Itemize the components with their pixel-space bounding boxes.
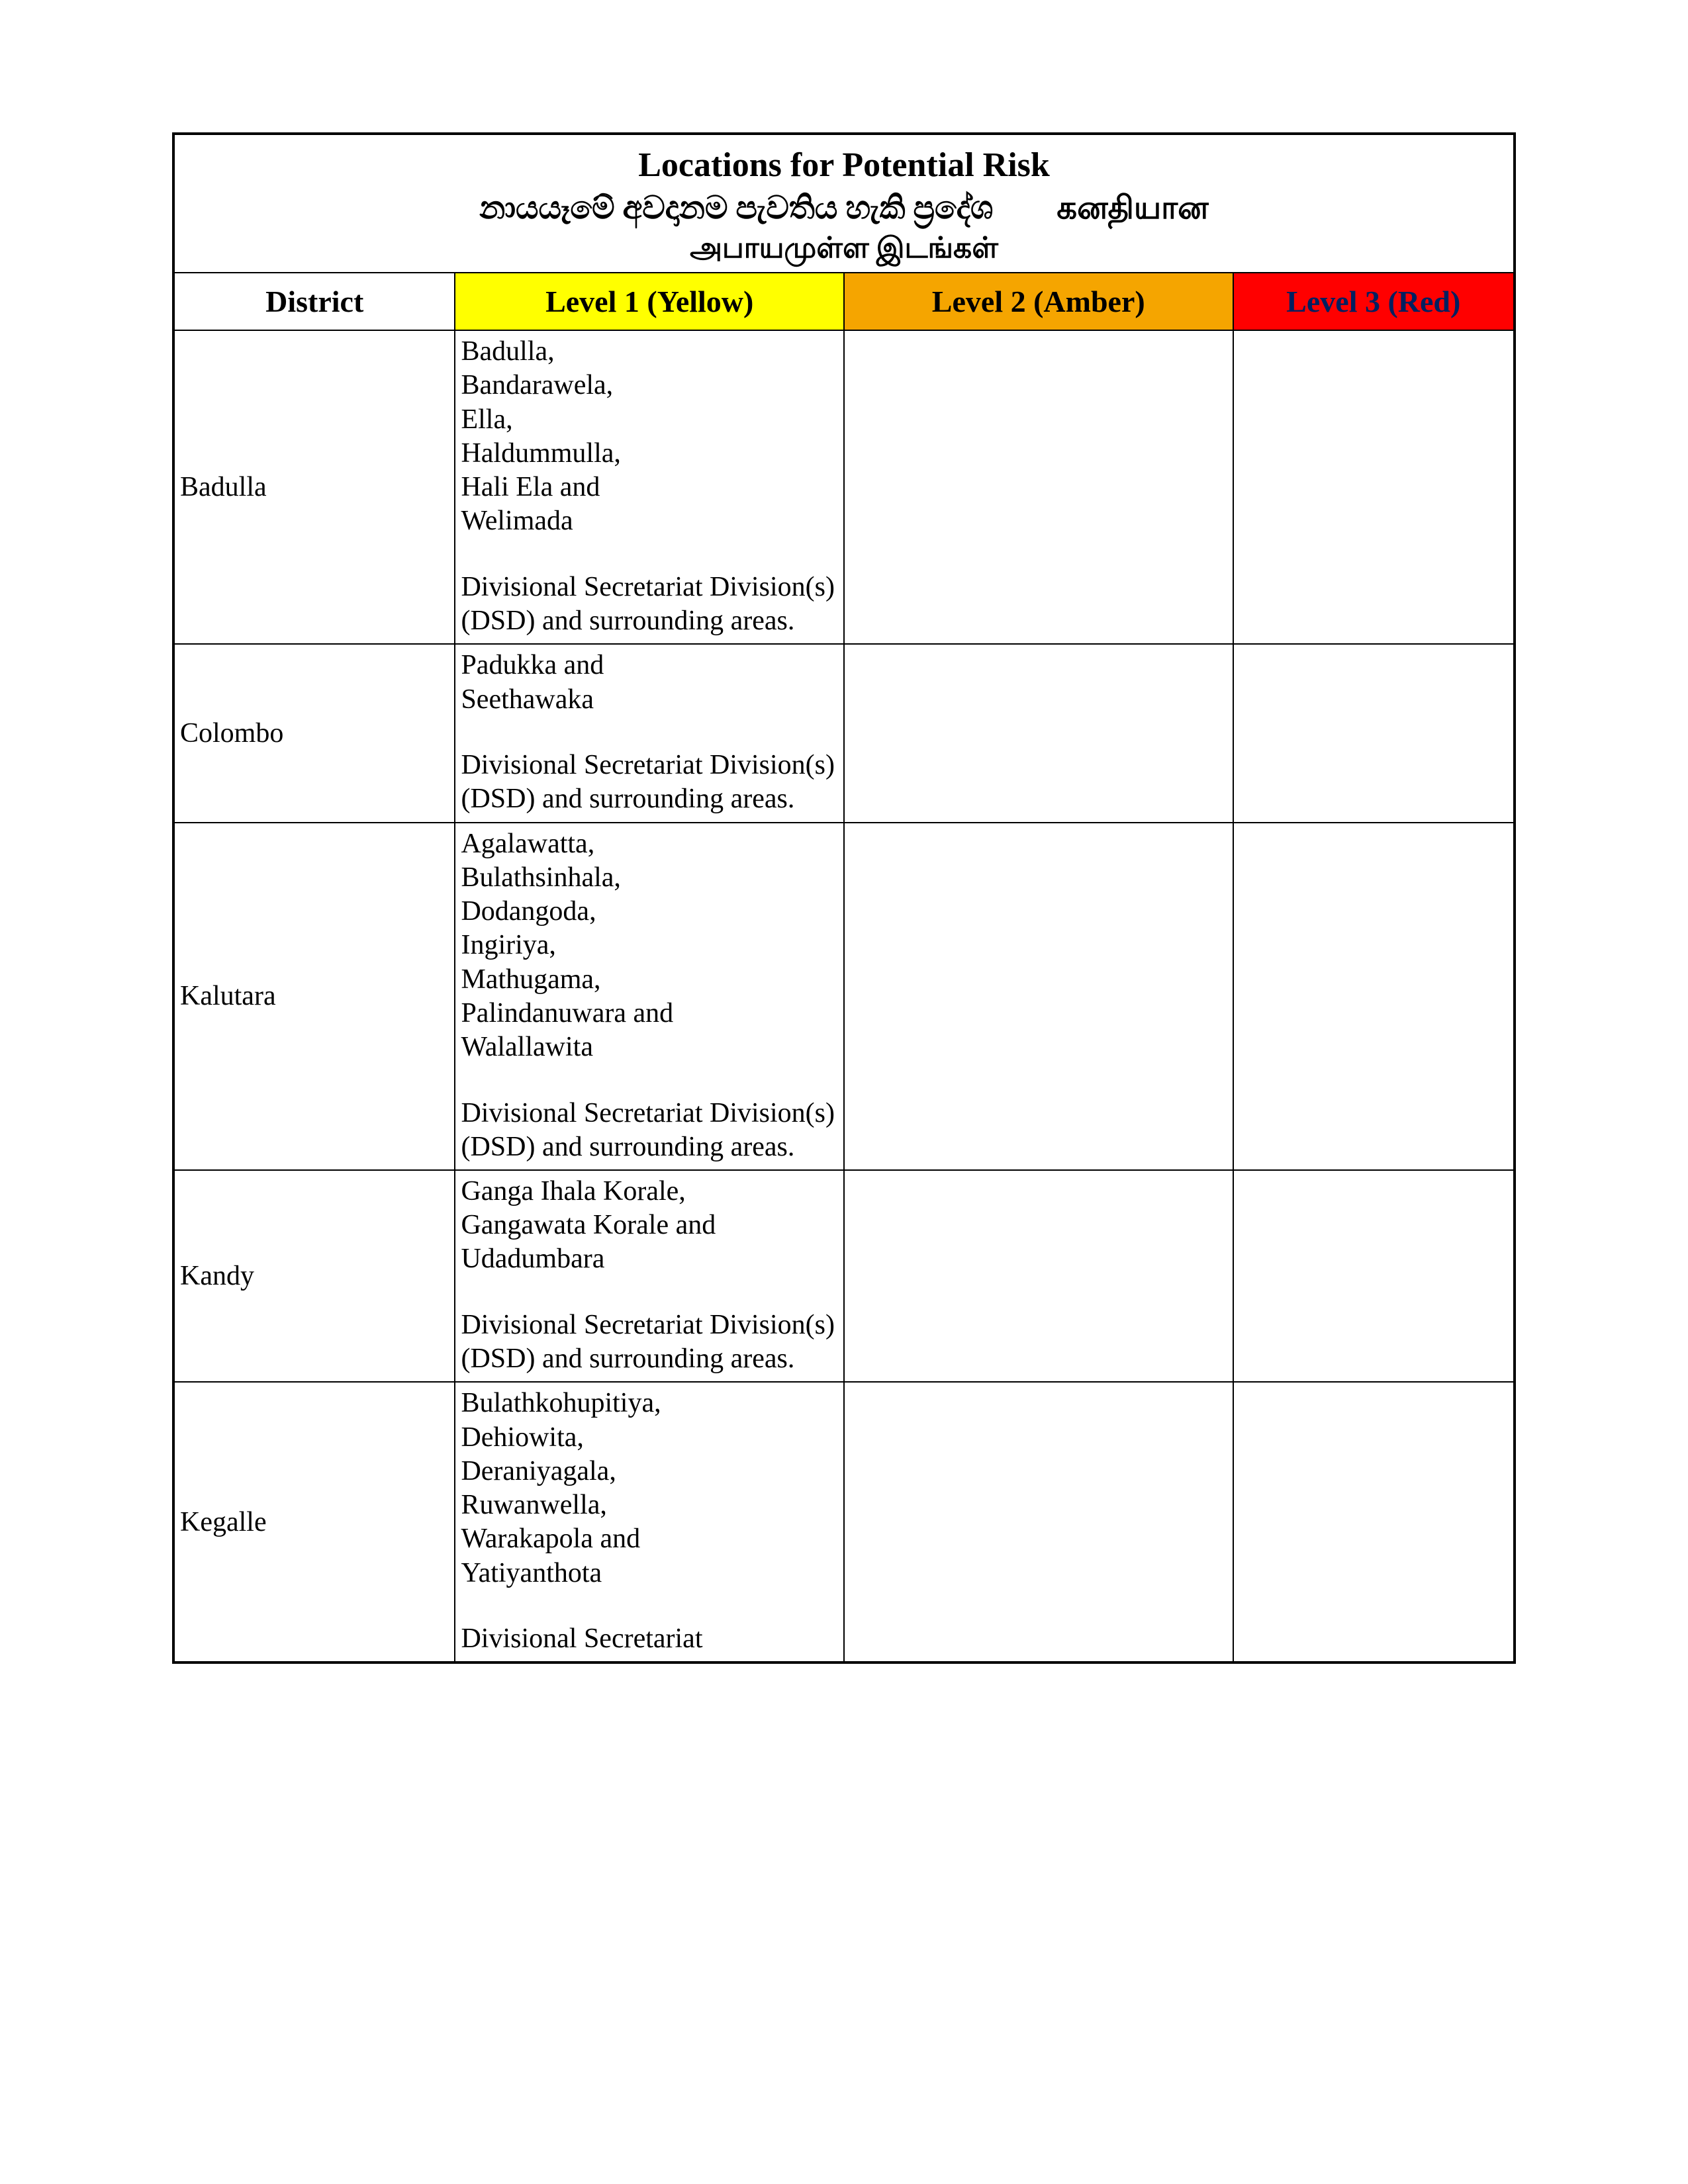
title-line-3: அபாயமுள்ள இடங்கள் [180, 229, 1508, 267]
level1-locations: Badulla, Bandarawela, Ella, Haldummulla,… [461, 335, 838, 538]
table-title-cell: Locations for Potential Risk නායයෑමේ අවද… [173, 134, 1515, 273]
level1-dsd-note: Divisional Secretariat Division(s) (DSD)… [461, 570, 838, 638]
risk-tbody: BadullaBadulla, Bandarawela, Ella, Haldu… [173, 330, 1515, 1662]
level1-dsd-note: Divisional Secretariat Division(s) (DSD)… [461, 749, 838, 816]
table-row: KandyGanga Ihala Korale, Gangawata Koral… [173, 1170, 1515, 1382]
header-level1: Level 1 (Yellow) [455, 273, 844, 330]
district-cell: Kalutara [173, 823, 455, 1170]
district-cell: Badulla [173, 330, 455, 644]
header-district: District [173, 273, 455, 330]
table-row: KalutaraAgalawatta, Bulathsinhala, Dodan… [173, 823, 1515, 1170]
level1-locations: Bulathkohupitiya, Dehiowita, Deraniyagal… [461, 1387, 838, 1590]
level1-locations: Agalawatta, Bulathsinhala, Dodangoda, In… [461, 827, 838, 1065]
level1-cell: Bulathkohupitiya, Dehiowita, Deraniyagal… [455, 1382, 844, 1662]
district-cell: Kandy [173, 1170, 455, 1382]
level1-dsd-note: Divisional Secretariat Division(s) (DSD)… [461, 1097, 838, 1164]
table-row: KegalleBulathkohupitiya, Dehiowita, Dera… [173, 1382, 1515, 1662]
level3-cell [1233, 1382, 1515, 1662]
level1-dsd-note: Divisional Secretariat [461, 1622, 838, 1656]
level1-cell: Agalawatta, Bulathsinhala, Dodangoda, In… [455, 823, 844, 1170]
table-row: ColomboPadukka and Seethawaka Divisional … [173, 644, 1515, 822]
header-level3: Level 3 (Red) [1233, 273, 1515, 330]
district-cell: Kegalle [173, 1382, 455, 1662]
title-line-2: නායයෑමේ අවදානම පැවතිය හැකි ප්‍රදේශ கனதிய… [180, 188, 1508, 229]
level1-dsd-note: Divisional Secretariat Division(s) (DSD)… [461, 1308, 838, 1376]
level2-cell [844, 330, 1233, 644]
risk-locations-table: Locations for Potential Risk නායයෑමේ අවද… [172, 132, 1516, 1664]
level3-cell [1233, 330, 1515, 644]
level3-cell [1233, 644, 1515, 822]
level2-cell [844, 644, 1233, 822]
level1-locations: Padukka and Seethawaka [461, 649, 838, 716]
district-cell: Colombo [173, 644, 455, 822]
title-line-1: Locations for Potential Risk [180, 143, 1508, 188]
title-row: Locations for Potential Risk නායයෑමේ අවද… [173, 134, 1515, 273]
level2-cell [844, 823, 1233, 1170]
header-level2: Level 2 (Amber) [844, 273, 1233, 330]
header-row: District Level 1 (Yellow) Level 2 (Amber… [173, 273, 1515, 330]
level2-cell [844, 1382, 1233, 1662]
level3-cell [1233, 1170, 1515, 1382]
level1-locations: Ganga Ihala Korale, Gangawata Korale and… [461, 1175, 838, 1277]
level1-cell: Padukka and Seethawaka Divisional Secreta… [455, 644, 844, 822]
level1-cell: Badulla, Bandarawela, Ella, Haldummulla,… [455, 330, 844, 644]
level2-cell [844, 1170, 1233, 1382]
table-row: BadullaBadulla, Bandarawela, Ella, Haldu… [173, 330, 1515, 644]
level3-cell [1233, 823, 1515, 1170]
level1-cell: Ganga Ihala Korale, Gangawata Korale and… [455, 1170, 844, 1382]
